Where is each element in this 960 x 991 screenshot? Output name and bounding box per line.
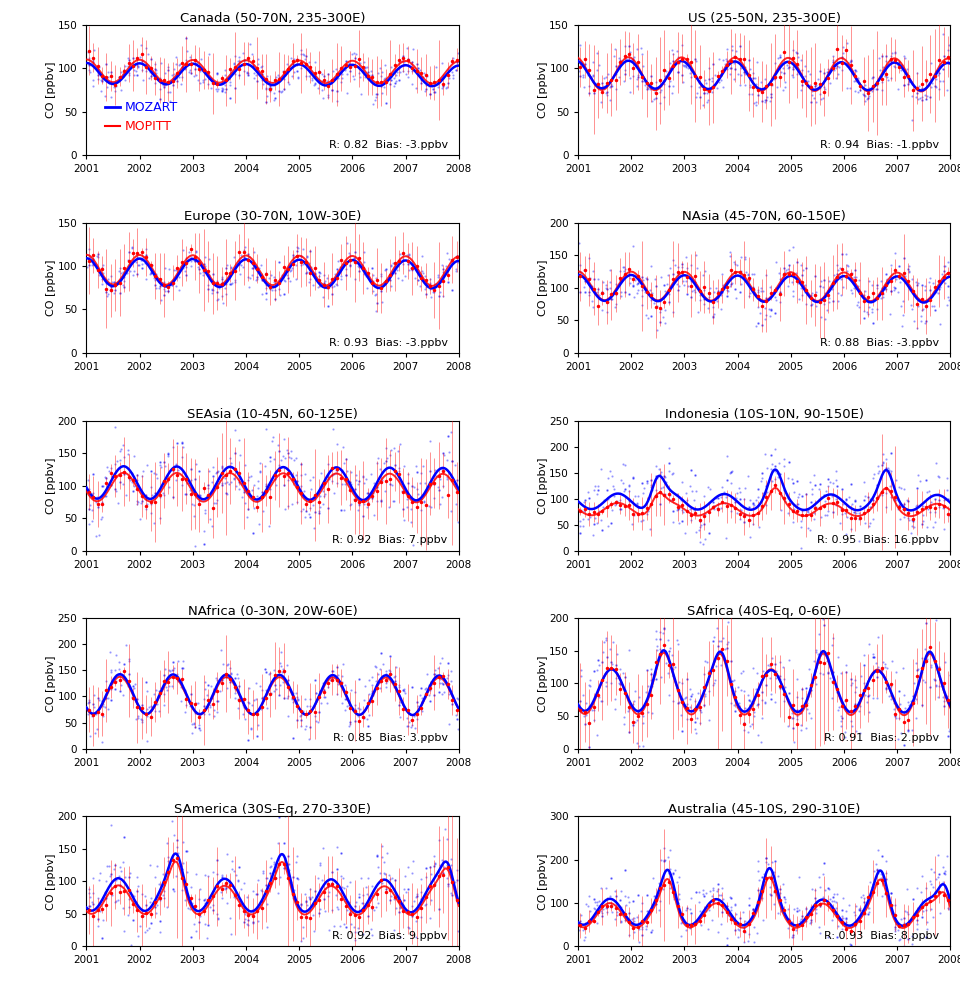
Y-axis label: CO [ppbv]: CO [ppbv] — [538, 260, 548, 316]
Legend: MOZART, MOPITT: MOZART, MOPITT — [100, 96, 183, 139]
Text: R: 0.85  Bias: 3.ppbv: R: 0.85 Bias: 3.ppbv — [333, 733, 447, 743]
Title: US (25-50N, 235-300E): US (25-50N, 235-300E) — [687, 12, 841, 25]
Text: R: 0.88  Bias: -3.ppbv: R: 0.88 Bias: -3.ppbv — [820, 338, 939, 348]
Text: R: 0.92  Bias: 9.ppbv: R: 0.92 Bias: 9.ppbv — [332, 932, 447, 941]
Title: Canada (50-70N, 235-300E): Canada (50-70N, 235-300E) — [180, 12, 366, 25]
Y-axis label: CO [ppbv]: CO [ppbv] — [46, 457, 57, 514]
Y-axis label: CO [ppbv]: CO [ppbv] — [538, 853, 548, 910]
Text: R: 0.92  Bias: 7.ppbv: R: 0.92 Bias: 7.ppbv — [332, 535, 447, 545]
Title: Europe (30-70N, 10W-30E): Europe (30-70N, 10W-30E) — [184, 210, 361, 223]
Y-axis label: CO [ppbv]: CO [ppbv] — [538, 61, 548, 118]
Text: R: 0.94  Bias: -1.ppbv: R: 0.94 Bias: -1.ppbv — [820, 140, 939, 150]
Y-axis label: CO [ppbv]: CO [ppbv] — [538, 655, 548, 712]
Title: SEAsia (10-45N, 60-125E): SEAsia (10-45N, 60-125E) — [187, 407, 358, 420]
Y-axis label: CO [ppbv]: CO [ppbv] — [538, 457, 548, 514]
Text: R: 0.95  Bias: 16.ppbv: R: 0.95 Bias: 16.ppbv — [817, 535, 939, 545]
Y-axis label: CO [ppbv]: CO [ppbv] — [46, 655, 57, 712]
Title: NAsia (45-70N, 60-150E): NAsia (45-70N, 60-150E) — [683, 210, 846, 223]
Title: SAfrica (40S-Eq, 0-60E): SAfrica (40S-Eq, 0-60E) — [687, 606, 841, 618]
Title: Indonesia (10S-10N, 90-150E): Indonesia (10S-10N, 90-150E) — [664, 407, 864, 420]
Title: SAmerica (30S-Eq, 270-330E): SAmerica (30S-Eq, 270-330E) — [174, 804, 372, 817]
Y-axis label: CO [ppbv]: CO [ppbv] — [46, 853, 57, 910]
Text: R: 0.93  Bias: 8.ppbv: R: 0.93 Bias: 8.ppbv — [824, 932, 939, 941]
Y-axis label: CO [ppbv]: CO [ppbv] — [46, 61, 57, 118]
Text: R: 0.93  Bias: -3.ppbv: R: 0.93 Bias: -3.ppbv — [328, 338, 447, 348]
Text: R: 0.91  Bias: 2.ppbv: R: 0.91 Bias: 2.ppbv — [824, 733, 939, 743]
Text: R: 0.82  Bias: -3.ppbv: R: 0.82 Bias: -3.ppbv — [328, 140, 447, 150]
Title: NAfrica (0-30N, 20W-60E): NAfrica (0-30N, 20W-60E) — [188, 606, 357, 618]
Title: Australia (45-10S, 290-310E): Australia (45-10S, 290-310E) — [668, 804, 860, 817]
Y-axis label: CO [ppbv]: CO [ppbv] — [46, 260, 57, 316]
